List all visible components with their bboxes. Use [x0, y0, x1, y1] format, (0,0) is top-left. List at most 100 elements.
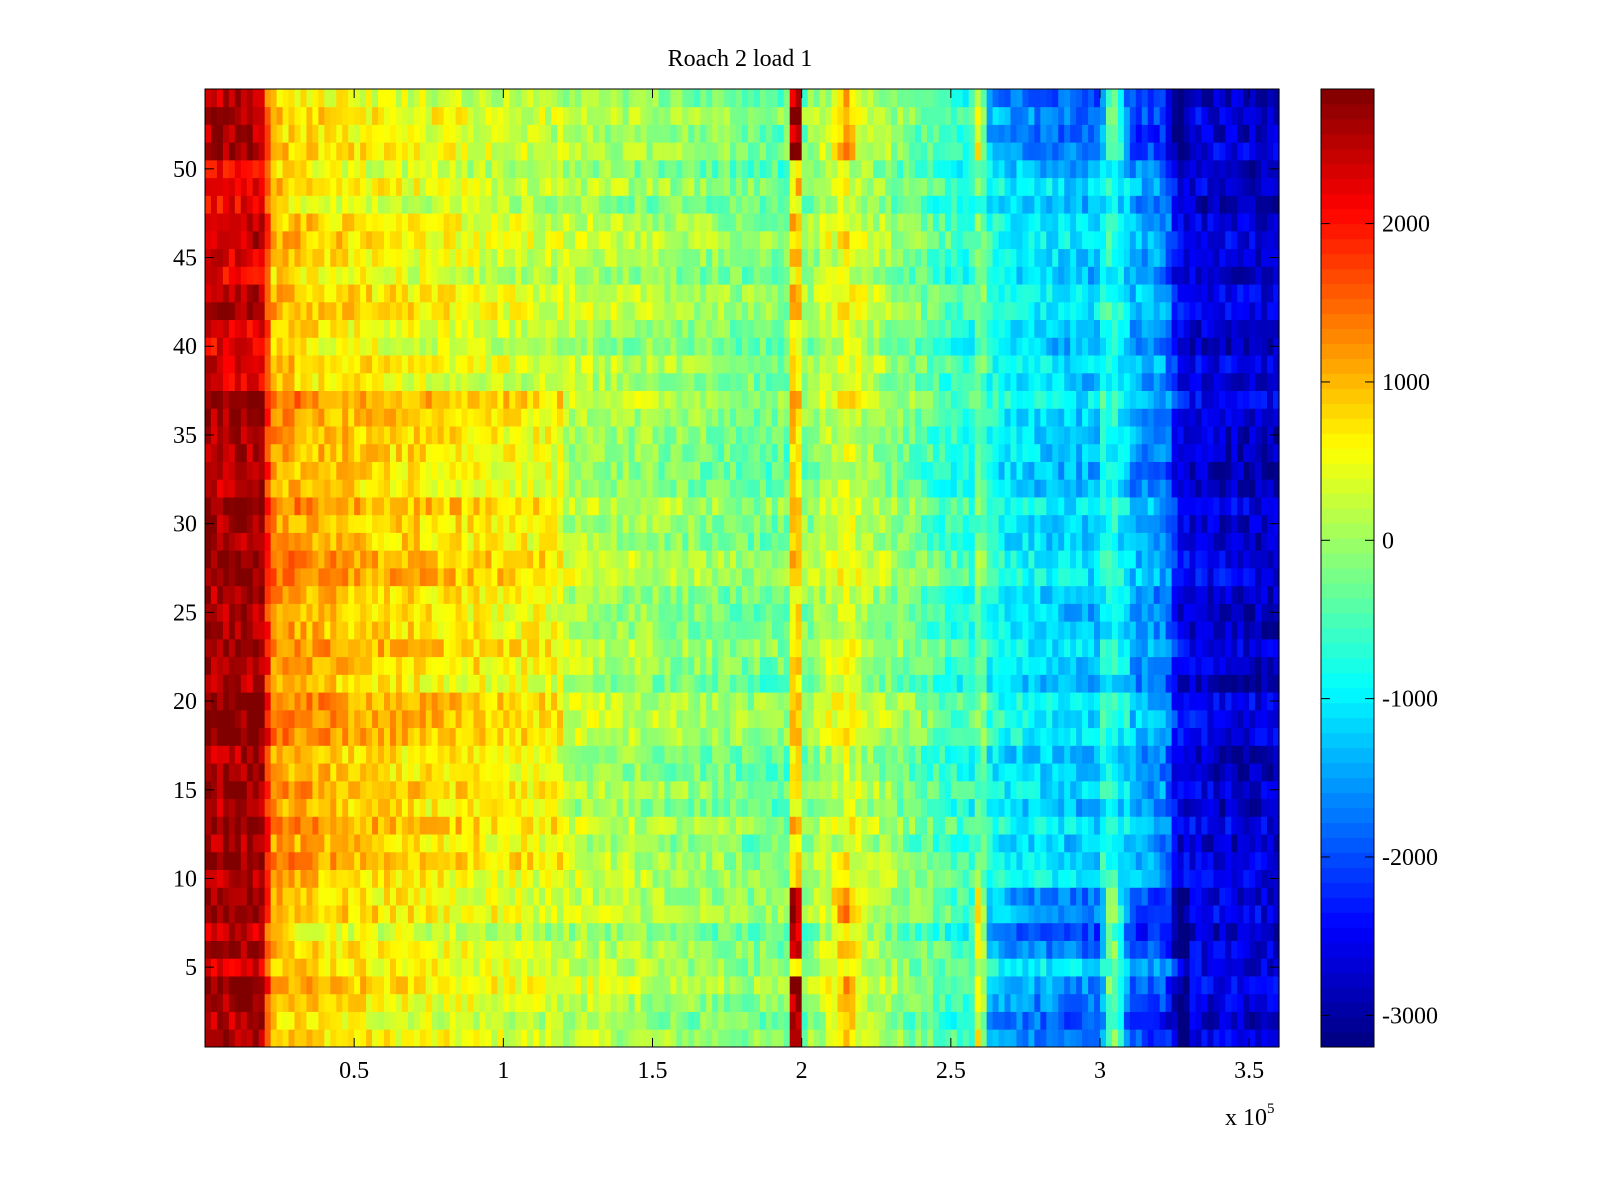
- heatmap-cell: [473, 550, 481, 569]
- heatmap-cell: [1255, 656, 1262, 675]
- heatmap-cell: [515, 958, 522, 977]
- heatmap-cell: [622, 1029, 630, 1048]
- heatmap-cell: [1225, 692, 1232, 711]
- heatmap-cell: [652, 940, 660, 959]
- heatmap-cell: [1249, 905, 1256, 924]
- heatmap-cell: [431, 834, 439, 853]
- heatmap-cell: [1016, 1029, 1024, 1048]
- heatmap-cell: [1261, 585, 1268, 604]
- heatmap-cell: [527, 709, 534, 729]
- heatmap-cell: [873, 638, 880, 658]
- heatmap-cell: [926, 1029, 934, 1048]
- heatmap-cell: [891, 550, 898, 569]
- heatmap-cell: [592, 887, 600, 906]
- heatmap-cell: [676, 656, 683, 675]
- heatmap-cell: [378, 1029, 385, 1048]
- heatmap-cell: [205, 887, 212, 906]
- heatmap-cell: [1201, 1011, 1208, 1030]
- heatmap-cell: [1225, 869, 1232, 888]
- heatmap-cell: [962, 1011, 970, 1030]
- heatmap-cell: [342, 585, 349, 604]
- heatmap-cell: [658, 798, 666, 817]
- heatmap-cell: [1111, 709, 1119, 729]
- heatmap-cell: [736, 603, 743, 622]
- heatmap-cell: [926, 745, 934, 764]
- heatmap-cell: [724, 568, 731, 587]
- heatmap-cell: [724, 603, 731, 622]
- heatmap-cell: [604, 940, 612, 959]
- heatmap-cell: [849, 709, 856, 729]
- heatmap-cell: [1129, 905, 1137, 924]
- heatmap-cell: [1004, 958, 1012, 977]
- heatmap-cell: [1201, 638, 1208, 658]
- heatmap-cell: [736, 851, 743, 870]
- heatmap-cell: [1225, 674, 1232, 693]
- heatmap-cell: [252, 976, 260, 995]
- heatmap-cell: [1237, 603, 1244, 622]
- heatmap-cell: [700, 780, 707, 800]
- heatmap-cell: [861, 1029, 868, 1048]
- heatmap-cell: [473, 851, 481, 870]
- heatmap-cell: [640, 816, 648, 835]
- heatmap-cell: [1213, 993, 1220, 1012]
- heatmap-cell: [747, 709, 755, 729]
- heatmap-cell: [1207, 922, 1214, 941]
- heatmap-cell: [1111, 922, 1119, 941]
- heatmap-cell: [700, 638, 707, 658]
- heatmap-cell: [1082, 585, 1089, 604]
- heatmap-cell: [1273, 905, 1280, 924]
- heatmap-cell: [795, 851, 803, 870]
- heatmap-cell: [1105, 674, 1113, 693]
- heatmap-cell: [861, 869, 868, 888]
- heatmap-cell: [586, 976, 594, 995]
- heatmap-cell: [1177, 745, 1185, 764]
- heatmap-cell: [968, 550, 976, 569]
- heatmap-cell: [467, 834, 475, 853]
- heatmap-cell: [783, 763, 791, 782]
- heatmap-cell: [1111, 940, 1119, 959]
- heatmap-cell: [753, 887, 761, 906]
- heatmap-cell: [974, 692, 982, 711]
- heatmap-cell: [1189, 1011, 1197, 1030]
- heatmap-cell: [228, 905, 236, 924]
- heatmap-cell: [1243, 816, 1250, 835]
- heatmap-cell: [336, 958, 343, 977]
- heatmap-cell: [1022, 940, 1029, 959]
- heatmap-cell: [545, 958, 552, 977]
- heatmap-cell: [222, 1029, 230, 1048]
- heatmap-cell: [956, 780, 964, 800]
- heatmap-cell: [563, 993, 570, 1012]
- heatmap-cell: [1004, 869, 1012, 888]
- heatmap-cell: [1058, 709, 1065, 729]
- heatmap-cell: [921, 798, 928, 817]
- heatmap-cell: [1249, 940, 1256, 959]
- heatmap-cell: [234, 550, 242, 569]
- heatmap-cell: [312, 976, 319, 995]
- heatmap-cell: [694, 603, 701, 622]
- heatmap-cell: [765, 993, 773, 1012]
- heatmap-cell: [234, 922, 242, 941]
- heatmap-cell: [1123, 656, 1131, 675]
- heatmap-cell: [467, 674, 475, 693]
- heatmap-cell: [837, 940, 845, 959]
- heatmap-cell: [634, 621, 642, 640]
- heatmap-cell: [1183, 638, 1191, 658]
- heatmap-cell: [288, 585, 296, 604]
- heatmap-cell: [1243, 763, 1250, 782]
- heatmap-cell: [557, 887, 564, 906]
- heatmap-cell: [1267, 621, 1274, 640]
- heatmap-cell: [384, 887, 391, 906]
- heatmap-cell: [628, 621, 636, 640]
- heatmap-cell: [855, 780, 862, 800]
- heatmap-cell: [276, 976, 284, 995]
- heatmap-cell: [909, 638, 916, 658]
- heatmap-cell: [628, 692, 636, 711]
- heatmap-cell: [1207, 674, 1214, 693]
- heatmap-cell: [1171, 940, 1179, 959]
- heatmap-cell: [306, 816, 313, 835]
- heatmap-cell: [795, 709, 803, 729]
- heatmap-cell: [992, 621, 1000, 640]
- heatmap-cell: [891, 869, 898, 888]
- heatmap-cell: [1207, 727, 1214, 746]
- heatmap-cell: [1135, 709, 1143, 729]
